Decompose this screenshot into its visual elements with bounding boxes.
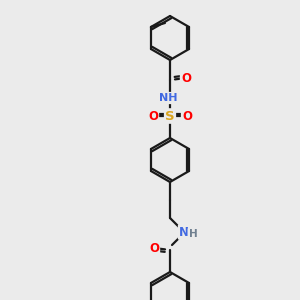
Text: H: H [189, 229, 197, 239]
Text: N: N [179, 226, 189, 238]
Text: O: O [182, 110, 192, 122]
Text: NH: NH [159, 93, 177, 103]
Text: O: O [148, 110, 158, 122]
Text: S: S [165, 110, 175, 122]
Text: O: O [181, 71, 191, 85]
Text: O: O [149, 242, 159, 254]
